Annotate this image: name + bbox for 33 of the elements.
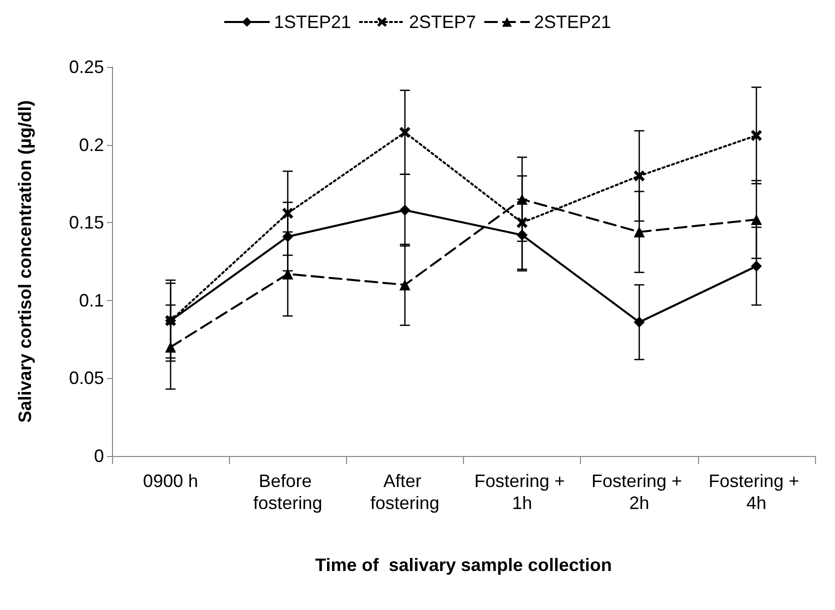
y-tick-label: 0.1 [78,290,104,310]
point [750,130,762,141]
y-tick-label: 0.05 [68,368,104,388]
point [399,126,410,138]
x-axis-title: Time of salivary sample collection [315,555,612,575]
point [399,204,410,216]
x-tick-label: Fostering + 1h [474,471,570,513]
y-tick-label: 0.2 [78,134,104,155]
y-tick-label: 0.15 [68,212,104,233]
point [516,230,528,241]
legend-label: 2STEP7 [408,12,476,32]
point [750,260,762,272]
point [516,194,528,205]
legend-label: 1STEP21 [274,12,351,32]
point [282,231,294,242]
x-tick-label: Before fostering [253,471,322,513]
point [634,316,645,328]
x-tick-label: After fostering [370,471,440,513]
point [634,226,645,238]
point [282,268,294,280]
y-tick-label: 0.25 [68,57,104,77]
point [165,342,176,353]
point [750,214,762,225]
point [399,279,410,290]
y-tick-label: 0 [94,446,104,466]
point [516,217,528,228]
x-tick-label: 0900 h [143,471,198,491]
point [282,208,294,219]
x-tick-label: Fostering + 2h [591,471,688,513]
point [634,170,645,182]
x-tick-label: Fostering + 4h [708,471,804,513]
y-axis-title: Salivary cortisol concentration (µg/dl) [15,100,35,423]
legend-label: 2STEP21 [534,12,612,32]
